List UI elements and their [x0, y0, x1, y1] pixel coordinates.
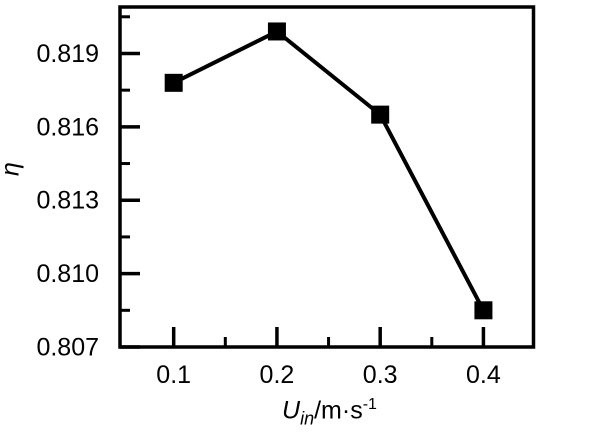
y-tick-label: 0.810 — [36, 260, 99, 288]
x-tick-label: 0.3 — [363, 361, 398, 389]
x-axis-title: Uin/m·s-1 — [123, 396, 536, 429]
plot-frame — [118, 5, 536, 349]
x-axis-title-exponent: -1 — [362, 396, 377, 413]
y-tick-label: 0.807 — [36, 334, 99, 362]
data-point-marker — [267, 22, 286, 41]
x-axis-title-unit: /m·s — [314, 396, 363, 425]
data-point-marker — [474, 301, 493, 320]
x-axis-title-symbol: U — [282, 396, 301, 425]
x-tick-label: 0.4 — [466, 361, 501, 389]
y-axis-title: η — [0, 162, 26, 176]
x-tick-label: 0.1 — [156, 361, 191, 389]
y-tick-label: 0.816 — [36, 113, 99, 141]
y-axis-title-text: η — [0, 162, 25, 176]
x-tick-label: 0.2 — [260, 361, 295, 389]
y-tick-label: 0.813 — [36, 187, 99, 215]
data-line — [172, 29, 486, 312]
data-point-marker — [164, 73, 183, 92]
y-tick-label: 0.819 — [36, 40, 99, 68]
data-point-marker — [371, 105, 390, 124]
x-axis-title-subscript: in — [300, 408, 315, 429]
